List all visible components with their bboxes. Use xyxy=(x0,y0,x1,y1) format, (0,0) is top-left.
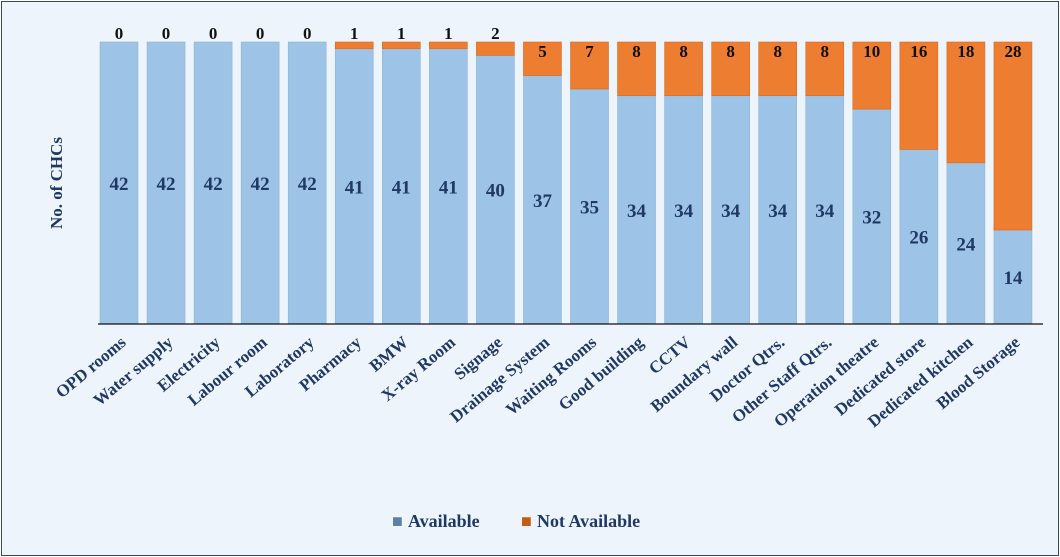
value-label-not-available-electricity: 0 xyxy=(209,24,218,43)
legend-marker-not-available: ■ xyxy=(521,511,532,531)
value-label-not-available-doctor-qtrs: 8 xyxy=(773,42,782,61)
legend-label-available: Available xyxy=(408,511,480,531)
value-label-not-available-drainage-system: 5 xyxy=(538,42,547,61)
value-label-available-water-supply: 42 xyxy=(157,174,176,195)
bar-not-available-drainage-system xyxy=(523,41,562,76)
bar-not-available-operation-theatre xyxy=(852,41,892,110)
bar-available-dedicated-store xyxy=(899,149,939,325)
value-label-not-available-water-supply: 0 xyxy=(162,24,171,43)
bar-not-available-boundary-wall xyxy=(711,41,750,97)
bar-available-dedicated-kitchen xyxy=(946,162,986,325)
bar-not-available-waiting-rooms xyxy=(570,41,609,90)
legend-label-not-available: Not Available xyxy=(537,511,640,531)
value-label-not-available-dedicated-kitchen: 18 xyxy=(957,42,974,61)
value-label-not-available-operation-theatre: 10 xyxy=(863,42,880,61)
bar-available-bmw xyxy=(381,48,421,325)
value-label-available-boundary-wall: 34 xyxy=(721,201,741,222)
value-label-not-available-cctv: 8 xyxy=(679,42,688,61)
value-label-not-available-laboratory: 0 xyxy=(303,24,312,43)
value-label-available-blood-storage: 14 xyxy=(1003,268,1023,289)
value-label-available-opd-rooms: 42 xyxy=(110,174,129,195)
legend-marker-available: ■ xyxy=(392,511,403,531)
value-label-not-available-labour-room: 0 xyxy=(256,24,265,43)
bars-group: 4204204204204204114114114023753573483483… xyxy=(99,24,1033,325)
value-label-not-available-dedicated-store: 16 xyxy=(910,42,927,61)
value-label-not-available-signage: 2 xyxy=(491,24,500,43)
value-label-not-available-other-staff-qtrs: 8 xyxy=(821,42,830,61)
bar-available-electricity xyxy=(193,41,233,325)
bar-available-other-staff-qtrs xyxy=(805,95,845,325)
value-label-not-available-boundary-wall: 8 xyxy=(726,42,735,61)
value-label-available-other-staff-qtrs: 34 xyxy=(815,201,835,222)
bar-not-available-dedicated-kitchen xyxy=(946,41,986,164)
value-label-available-cctv: 34 xyxy=(674,201,694,222)
bar-available-signage xyxy=(476,55,515,325)
value-label-not-available-opd-rooms: 0 xyxy=(115,24,124,43)
bar-available-cctv xyxy=(664,95,703,325)
bar-not-available-blood-storage xyxy=(993,41,1033,231)
bar-not-available-good-building xyxy=(617,41,656,97)
bar-not-available-pharmacy xyxy=(334,41,374,50)
bar-available-doctor-qtrs xyxy=(758,95,798,325)
bar-not-available-other-staff-qtrs xyxy=(805,41,845,97)
value-label-not-available-pharmacy: 1 xyxy=(350,24,359,43)
bar-not-available-cctv xyxy=(664,41,703,97)
bar-available-boundary-wall xyxy=(711,95,750,325)
value-label-not-available-blood-storage: 28 xyxy=(1004,42,1021,61)
value-label-available-pharmacy: 41 xyxy=(345,177,364,198)
value-label-available-x-ray-room: 41 xyxy=(439,177,458,198)
legend: ■ Available ■ Not Available xyxy=(392,511,640,531)
bar-not-available-x-ray-room xyxy=(429,41,468,50)
bar-not-available-signage xyxy=(476,41,515,56)
value-label-available-electricity: 42 xyxy=(204,174,223,195)
value-label-available-laboratory: 42 xyxy=(298,174,317,195)
bar-available-opd-rooms xyxy=(99,41,139,325)
bar-available-waiting-rooms xyxy=(570,88,609,325)
bar-not-available-doctor-qtrs xyxy=(758,41,798,97)
category-label-blood-storage: Blood Storage xyxy=(933,332,1024,413)
bar-available-water-supply xyxy=(146,41,186,325)
value-label-not-available-x-ray-room: 1 xyxy=(444,24,453,43)
value-label-available-dedicated-store: 26 xyxy=(909,228,928,249)
bar-available-operation-theatre xyxy=(852,108,892,325)
value-label-available-doctor-qtrs: 34 xyxy=(768,201,788,222)
bar-available-good-building xyxy=(617,95,656,325)
value-label-not-available-good-building: 8 xyxy=(632,42,641,61)
bar-not-available-dedicated-store xyxy=(899,41,939,150)
value-label-not-available-bmw: 1 xyxy=(397,24,406,43)
value-label-available-drainage-system: 37 xyxy=(533,191,553,212)
bar-available-drainage-system xyxy=(523,75,562,325)
y-axis-label: No. of CHCs xyxy=(47,137,66,229)
value-label-available-dedicated-kitchen: 24 xyxy=(956,234,976,255)
value-label-available-operation-theatre: 32 xyxy=(862,208,881,229)
bar-not-available-bmw xyxy=(381,41,421,50)
value-label-available-signage: 40 xyxy=(486,181,505,202)
value-label-available-bmw: 41 xyxy=(392,177,411,198)
value-label-available-waiting-rooms: 35 xyxy=(580,198,599,219)
bar-available-labour-room xyxy=(240,41,280,325)
bar-available-laboratory xyxy=(287,41,327,325)
value-label-not-available-waiting-rooms: 7 xyxy=(585,42,594,61)
value-label-available-labour-room: 42 xyxy=(251,174,270,195)
value-label-available-good-building: 34 xyxy=(627,201,647,222)
